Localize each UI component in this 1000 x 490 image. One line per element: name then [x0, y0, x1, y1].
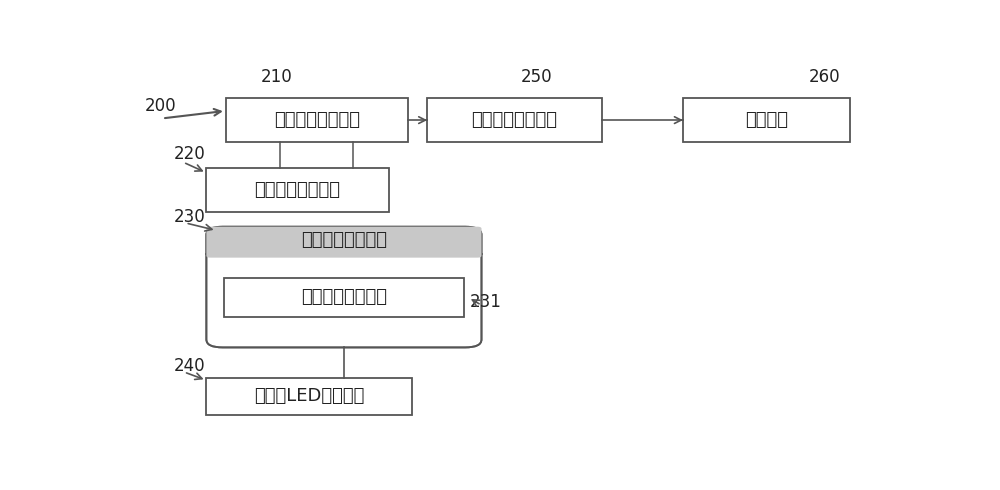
- Text: 250: 250: [520, 68, 552, 86]
- Text: 210: 210: [261, 68, 292, 86]
- Text: 刷机参数获取模块: 刷机参数获取模块: [254, 181, 340, 199]
- Text: 220: 220: [174, 145, 206, 163]
- FancyBboxPatch shape: [206, 227, 482, 258]
- Text: 刷机参数定义模块: 刷机参数定义模块: [471, 111, 557, 129]
- Bar: [427, 98, 602, 142]
- Text: 260: 260: [809, 68, 840, 86]
- Text: 231: 231: [470, 293, 502, 311]
- Text: 200: 200: [144, 97, 176, 115]
- Text: 230: 230: [174, 207, 206, 225]
- Bar: [683, 98, 850, 142]
- Bar: [226, 98, 408, 142]
- Text: 240: 240: [174, 357, 205, 375]
- Text: 设备正常指示单元: 设备正常指示单元: [301, 289, 387, 306]
- FancyBboxPatch shape: [206, 227, 482, 347]
- Bar: [206, 378, 412, 416]
- Text: 引导程序启动模块: 引导程序启动模块: [274, 111, 360, 129]
- Text: 刷机警示处理模块: 刷机警示处理模块: [301, 231, 387, 249]
- Bar: [224, 278, 464, 317]
- Text: 存储模块: 存储模块: [745, 111, 788, 129]
- Text: 路由器LED显示模块: 路由器LED显示模块: [254, 388, 364, 406]
- Bar: [206, 168, 388, 212]
